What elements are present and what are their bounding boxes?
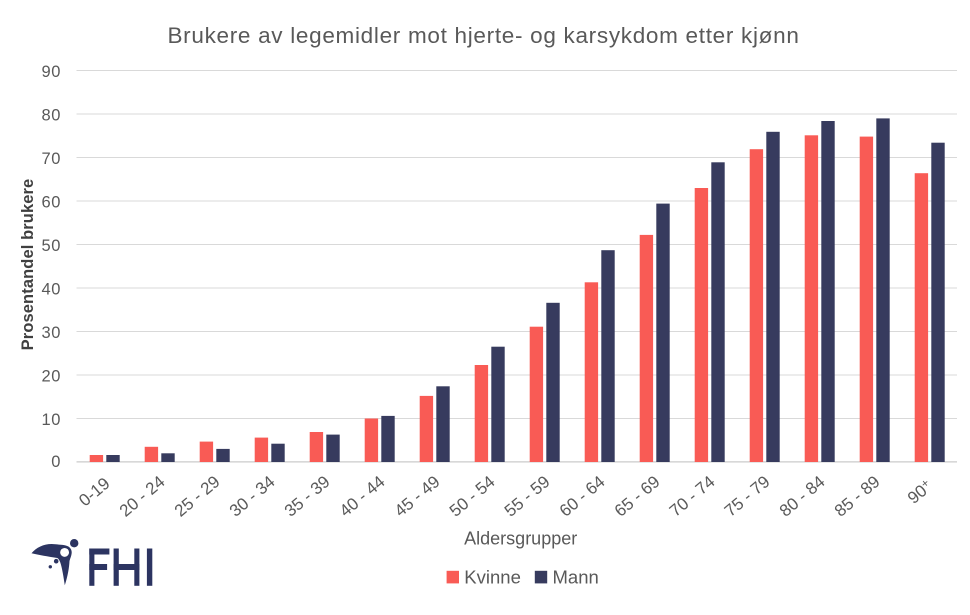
svg-text:Brukere av legemidler mot hjer: Brukere av legemidler mot hjerte- og kar… [167, 23, 799, 48]
svg-text:30: 30 [41, 324, 61, 342]
svg-text:Aldersgrupper: Aldersgrupper [464, 529, 577, 549]
svg-text:20: 20 [41, 368, 61, 386]
svg-text:Kvinne: Kvinne [464, 567, 521, 588]
svg-text:Prosentandel brukere: Prosentandel brukere [19, 179, 37, 351]
svg-text:Mann: Mann [553, 567, 599, 588]
svg-text:60: 60 [41, 194, 61, 212]
svg-text:50: 50 [41, 237, 61, 255]
svg-text:80: 80 [41, 107, 61, 125]
svg-text:0: 0 [51, 453, 61, 471]
svg-text:10: 10 [41, 411, 61, 429]
svg-text:40: 40 [41, 281, 61, 299]
svg-text:90: 90 [41, 63, 61, 81]
svg-text:70: 70 [41, 150, 61, 168]
